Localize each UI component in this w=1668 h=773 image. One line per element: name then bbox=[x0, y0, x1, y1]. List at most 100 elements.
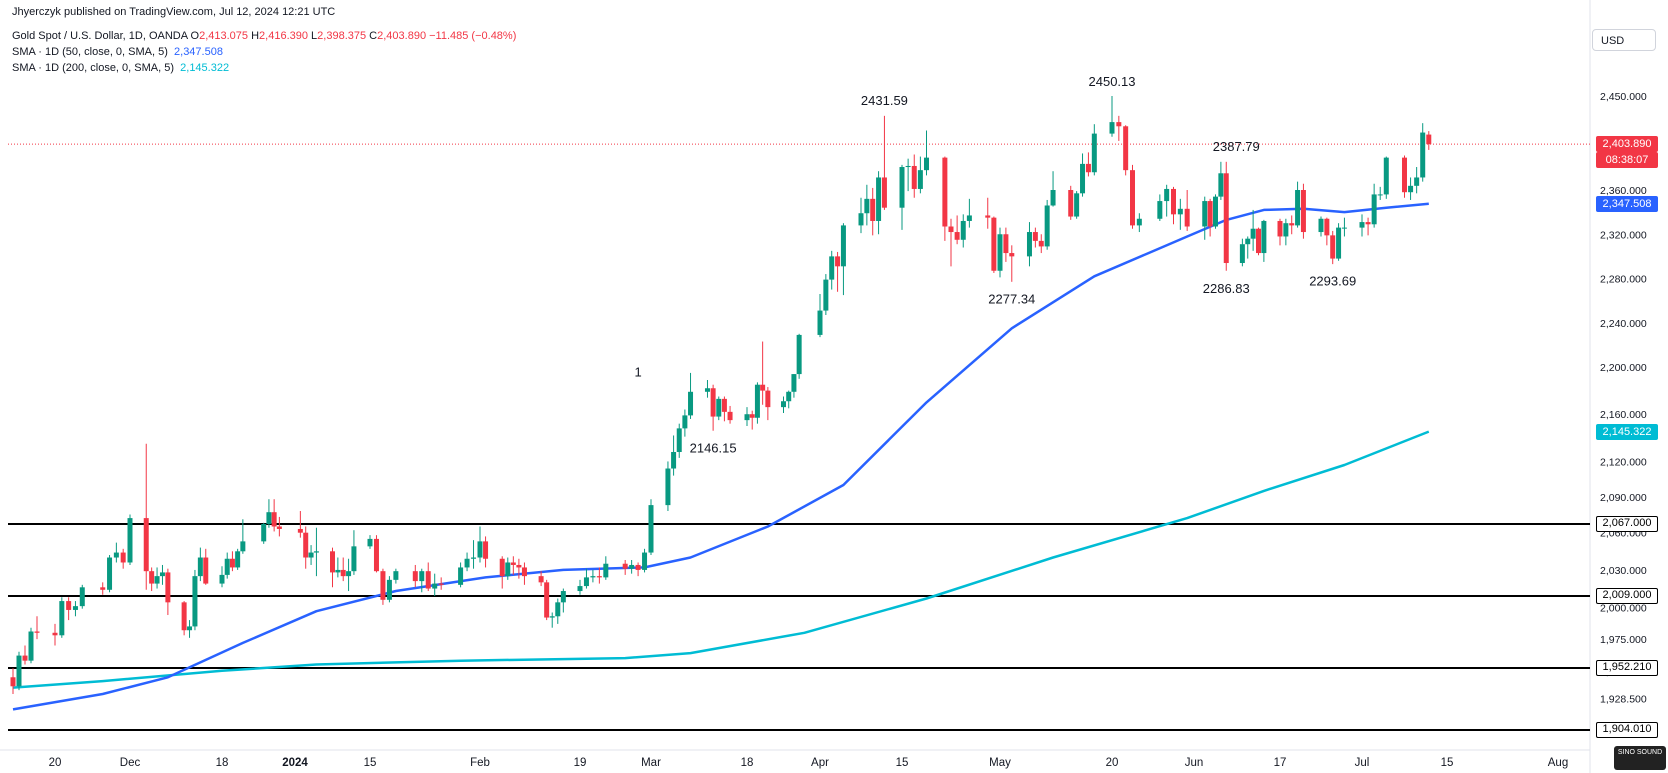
candle-body-down bbox=[1402, 157, 1407, 193]
candle-body-up bbox=[876, 177, 882, 221]
sma200-price-badge: 2,145.322 bbox=[1596, 423, 1658, 440]
candle-body-down bbox=[516, 564, 522, 568]
candle-body-up bbox=[1420, 132, 1426, 178]
candle-body-down bbox=[330, 551, 335, 573]
candle-body-up bbox=[781, 401, 786, 408]
high-label: H bbox=[251, 30, 260, 42]
x-tick-label: Aug bbox=[1548, 757, 1568, 769]
sma50-label: SMA · 1D (50, close, 0, SMA, 5) bbox=[12, 46, 168, 58]
candle-body-up bbox=[648, 505, 654, 553]
price-annotation: 2286.83 bbox=[1203, 281, 1250, 296]
candle-body-up bbox=[59, 601, 65, 636]
candle-body-up bbox=[688, 391, 694, 416]
price-annotation: 2277.34 bbox=[988, 291, 1035, 306]
candle-body-down bbox=[380, 571, 386, 600]
candle-body-up bbox=[796, 334, 802, 375]
candle-body-up bbox=[917, 170, 923, 189]
candle-body-up bbox=[577, 586, 583, 592]
candle-body-down bbox=[1003, 234, 1009, 254]
low-label: L bbox=[311, 30, 318, 42]
candle-body-up bbox=[1218, 173, 1224, 197]
candle-body-up bbox=[716, 398, 722, 417]
y-tick-label: 2,030.000 bbox=[1600, 565, 1647, 577]
candle-body-up bbox=[219, 574, 225, 584]
x-tick-label: May bbox=[989, 757, 1011, 769]
open-label: O bbox=[190, 30, 200, 42]
level-price-badge: 1,904.010 bbox=[1596, 722, 1658, 738]
candle-body-up bbox=[113, 552, 119, 558]
candle-body-up bbox=[754, 384, 760, 418]
candle-body-up bbox=[997, 234, 1003, 271]
candle-body-down bbox=[985, 215, 991, 218]
y-tick-label: 2,120.000 bbox=[1600, 456, 1647, 468]
candle-body-up bbox=[346, 571, 352, 577]
x-tick-label: 15 bbox=[364, 757, 377, 769]
candle-body-up bbox=[1050, 190, 1056, 206]
candle-body-down bbox=[425, 571, 431, 589]
candle-body-up bbox=[224, 558, 230, 575]
candle-body-up bbox=[159, 572, 165, 577]
candle-body-down bbox=[1123, 126, 1129, 171]
candle-body-down bbox=[1116, 122, 1122, 127]
y-tick-label: 2,450.000 bbox=[1600, 91, 1647, 103]
candle-body-up bbox=[899, 167, 905, 208]
sma200-label: SMA · 1D (200, close, 0, SMA, 5) bbox=[12, 62, 175, 74]
sma200-legend[interactable]: SMA · 1D (200, close, 0, SMA, 5) 2,145.3… bbox=[12, 62, 229, 74]
candle-body-up bbox=[464, 558, 470, 568]
currency-button[interactable]: USD bbox=[1592, 29, 1656, 51]
candle-body-up bbox=[1261, 220, 1267, 254]
candle-body-up bbox=[393, 571, 399, 580]
price-annotation: 2387.79 bbox=[1213, 139, 1260, 154]
y-tick-label: 2,320.000 bbox=[1600, 229, 1647, 241]
sma50-line bbox=[12, 202, 1429, 711]
candle-body-up bbox=[313, 551, 319, 553]
candle-body-up bbox=[549, 616, 555, 618]
ohlc-line: Gold Spot / U.S. Dollar, 1D, OANDA O2,41… bbox=[12, 30, 516, 42]
sma50-legend[interactable]: SMA · 1D (50, close, 0, SMA, 5) 2,347.50… bbox=[12, 46, 223, 58]
x-tick-label: 19 bbox=[574, 757, 587, 769]
candle-body-down bbox=[635, 564, 641, 570]
candle-body-down bbox=[596, 576, 602, 578]
candle-body-up bbox=[840, 225, 846, 267]
candle-body-up bbox=[1359, 222, 1365, 228]
countdown-badge: 08:38:07 bbox=[1596, 152, 1658, 169]
candle-body-down bbox=[181, 602, 187, 631]
candle-body-down bbox=[1068, 190, 1074, 217]
y-tick-label: 1,928.500 bbox=[1600, 693, 1647, 705]
price-annotation: 2146.15 bbox=[690, 441, 737, 456]
candle-body-up bbox=[127, 518, 133, 563]
candle-body-down bbox=[229, 558, 235, 568]
candle-body-down bbox=[622, 563, 628, 569]
candle-body-up bbox=[1136, 218, 1142, 226]
candle-body-up bbox=[1408, 185, 1414, 193]
candle-body-down bbox=[1324, 218, 1330, 236]
high-value: 2,416.390 bbox=[259, 30, 308, 42]
candle-body-up bbox=[79, 587, 85, 607]
candle-body-up bbox=[823, 279, 829, 311]
candle-body-down bbox=[544, 582, 550, 618]
candle-body-down bbox=[1365, 222, 1371, 225]
candle-body-up bbox=[335, 569, 341, 573]
candle-body-up bbox=[744, 414, 750, 421]
candle-body-up bbox=[1044, 205, 1050, 247]
x-tick-label: 18 bbox=[216, 757, 229, 769]
level-price-badge: 1,952.210 bbox=[1596, 660, 1658, 676]
candle-body-down bbox=[881, 177, 887, 208]
candle-body-down bbox=[1207, 201, 1213, 227]
candle-body-up bbox=[858, 213, 864, 226]
y-tick-label: 2,000.000 bbox=[1600, 602, 1647, 614]
candle-body-up bbox=[560, 591, 566, 603]
current-price-badge: 2,403.890 bbox=[1596, 136, 1658, 153]
sma200-line bbox=[12, 430, 1430, 689]
candle-body-up bbox=[1250, 228, 1256, 239]
candle-body-up bbox=[187, 626, 193, 631]
y-tick-label: 2,280.000 bbox=[1600, 274, 1647, 286]
candle-body-down bbox=[10, 677, 16, 687]
x-tick-label: 15 bbox=[896, 757, 909, 769]
candle-body-up bbox=[477, 541, 483, 558]
close-value: 2,403.890 bbox=[377, 30, 427, 42]
candle-body-down bbox=[297, 528, 303, 533]
candle-body-up bbox=[1414, 177, 1420, 186]
candle-body-down bbox=[412, 571, 418, 582]
